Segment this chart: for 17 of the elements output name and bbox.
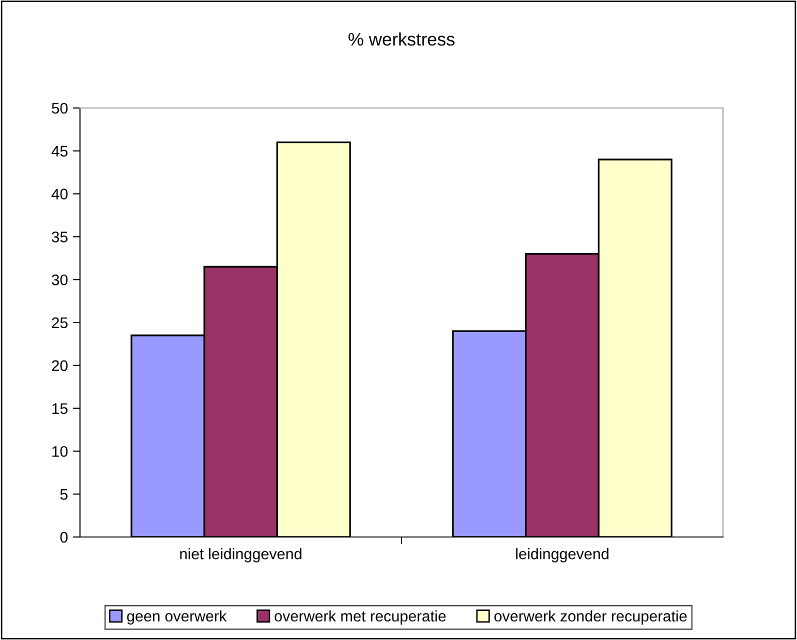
legend-label: geen overwerk — [127, 610, 227, 625]
chart-title: % werkstress — [348, 32, 455, 46]
x-tick-label: niet leidinggevend — [180, 548, 302, 562]
legend-label: overwerk met recuperatie — [274, 610, 446, 625]
y-tick-label: 50 — [52, 102, 68, 114]
y-tick-label: 40 — [52, 188, 68, 200]
y-tick-label: 10 — [52, 446, 68, 457]
y-tick-label: 15 — [52, 403, 68, 414]
x-tick-label: leidinggevend — [516, 548, 608, 562]
y-tick-label: 45 — [52, 146, 68, 157]
legend-label: overwerk zonder recuperatie — [494, 610, 687, 625]
y-tick-label: 30 — [52, 274, 68, 286]
y-tick-label: 35 — [52, 232, 68, 242]
y-tick-label: 20 — [52, 360, 68, 372]
y-tick-label: 5 — [60, 489, 68, 500]
y-tick-label: 0 — [60, 532, 68, 543]
y-tick-label: 25 — [52, 317, 68, 328]
